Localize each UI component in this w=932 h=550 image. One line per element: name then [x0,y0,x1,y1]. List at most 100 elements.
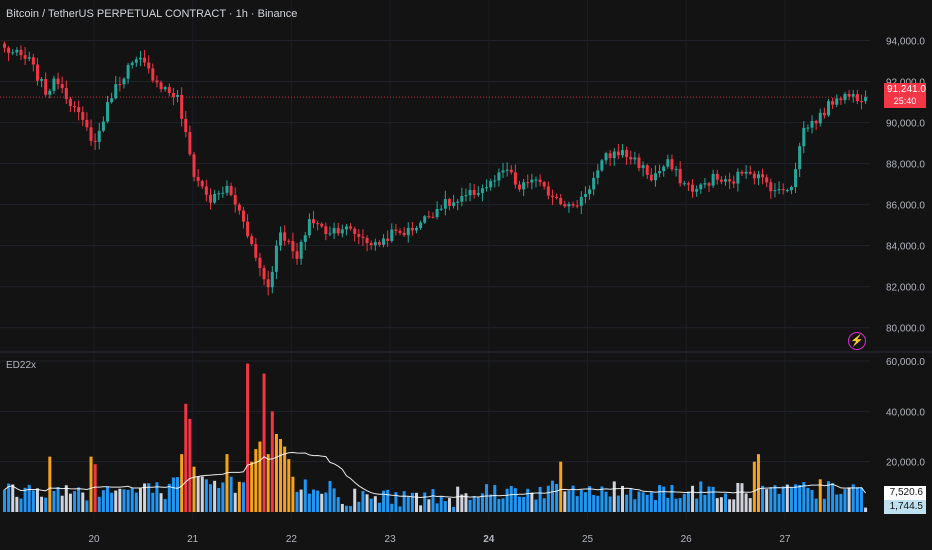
candle [155,75,159,88]
candle [225,180,229,196]
candle [600,158,604,172]
candle [526,174,530,188]
volume-bar [402,491,406,512]
volume-bar [138,488,142,512]
candle [851,89,855,103]
candle [489,178,493,191]
volume-axis[interactable]: 60,000.0 40,000.0 20,000.0 [886,357,925,469]
last-price-badge: 91,241.0 25:40 [884,83,926,108]
candle [612,148,616,166]
time-tick-label: 23 [385,534,397,545]
volume-bar [464,493,468,512]
candle [592,171,596,196]
volume-bar [513,488,517,512]
candle [180,87,184,127]
volume-bar [814,498,818,512]
candle [15,47,19,56]
candle [518,181,521,192]
candle [196,169,200,187]
volume-bar [724,493,727,512]
candle [40,77,44,88]
candle [291,232,295,259]
time-axis[interactable]: 20 21 22 23 24 25 26 27 [88,534,790,545]
volume-bar [11,484,15,512]
lightning-icon[interactable]: ⚡ [848,332,866,350]
volume-bar [781,486,785,512]
volume-bar [765,489,769,512]
candle [493,175,497,188]
candle [678,161,682,187]
volume-bar [353,488,357,512]
volume-bar [106,486,109,512]
volume-bar [447,498,451,512]
volume-bar [237,481,241,512]
candle [56,72,60,90]
volume-bar [250,461,254,512]
candle [382,234,386,248]
candle [814,119,818,131]
candle [686,181,690,191]
candle [200,179,204,190]
volume-bar [241,482,245,512]
candle [312,211,315,229]
candle [513,164,517,189]
volume-bar [629,488,633,512]
candle [435,201,439,220]
volume-bar [818,479,822,512]
candle [386,230,390,247]
candle [781,183,785,195]
volume-bar [555,483,559,512]
time-tick-label: 25 [582,534,594,545]
candle [509,165,513,175]
candle [287,238,291,245]
candle [221,186,225,198]
candle [106,95,109,124]
volume-bar [476,497,480,512]
candle [785,188,789,193]
candle [3,41,6,53]
volume-bar [859,487,863,512]
volume-bar [567,490,571,512]
volume-bar [176,477,180,512]
volume-bar [361,491,365,512]
volume-bar [299,489,303,512]
volume-bar [489,494,493,512]
candle [209,188,212,210]
candle [336,222,340,236]
volume-tick-label: 20,000.0 [886,458,925,469]
indicator-label[interactable]: ED22x [6,360,37,371]
chart-title: Bitcoin / TetherUS PERPETUAL CONTRACT · … [6,8,298,20]
volume-bar [662,486,666,512]
volume-ma-path [4,451,867,499]
candle [625,146,629,165]
volume-bar [789,487,793,512]
candle [332,222,336,240]
volume-bar [851,484,855,512]
volume-bar [518,496,521,512]
candle [390,223,394,243]
candle [637,153,641,172]
volume-bar [394,492,398,512]
candle [130,61,134,69]
volume-bar [270,411,274,512]
candle [744,165,748,179]
volume-bar [423,492,427,512]
candle [695,185,699,197]
bar-countdown: 25:40 [893,96,917,106]
candle [410,221,414,236]
price-tick-label: 84,000.0 [886,242,925,253]
candle [320,222,324,228]
volume-bar [48,456,52,512]
candle [81,106,85,127]
candle [151,63,155,83]
candle [394,223,398,236]
volume-bar [592,494,596,512]
candle [283,225,287,246]
volume-bar [678,498,682,512]
volume-bar [827,481,830,512]
candle [423,214,427,225]
candle [534,176,538,188]
candle [427,210,431,219]
candle [270,265,274,294]
volume-bar [180,454,184,512]
